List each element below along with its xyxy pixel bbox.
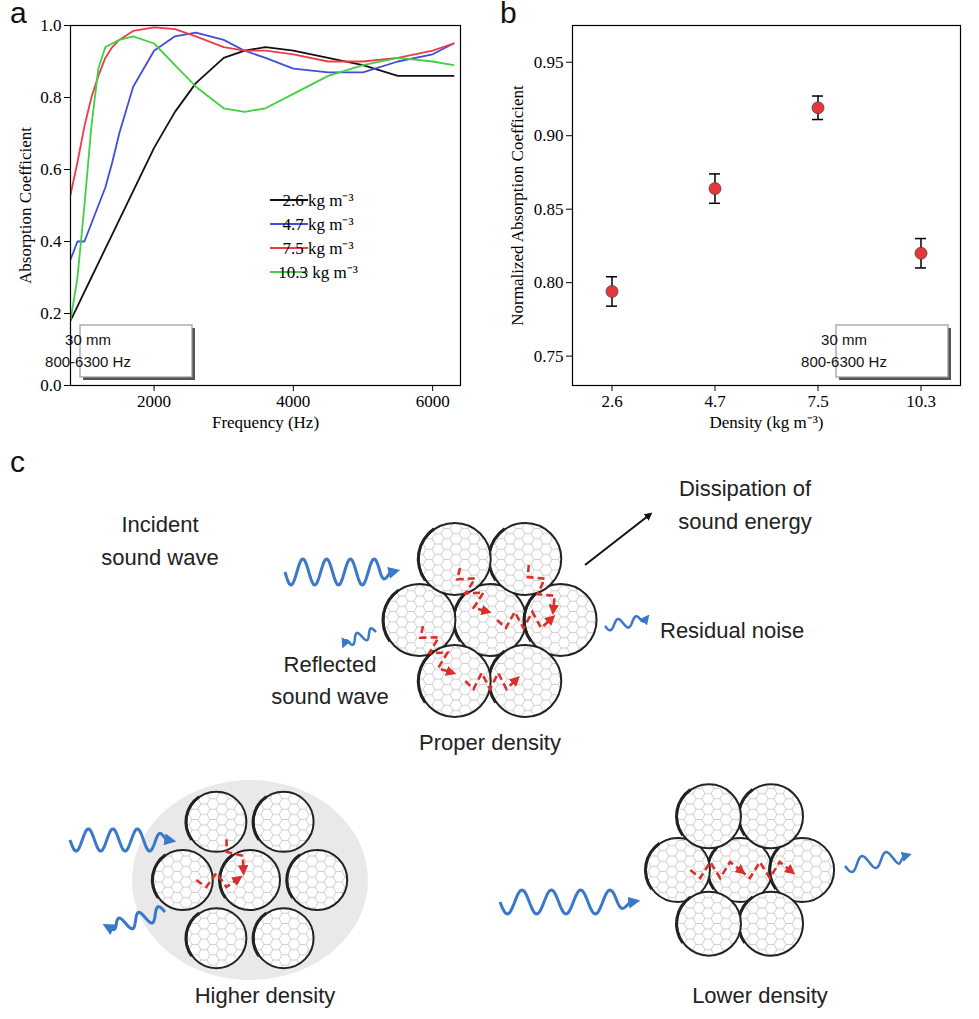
svg-text:Dissipation of: Dissipation of — [679, 476, 812, 501]
svg-text:sound wave: sound wave — [101, 545, 218, 570]
svg-text:0.75: 0.75 — [534, 347, 564, 366]
svg-text:Density (kg m⁻³): Density (kg m⁻³) — [709, 413, 823, 432]
svg-text:0.2: 0.2 — [40, 304, 61, 323]
svg-text:0.90: 0.90 — [534, 126, 564, 145]
svg-text:800-6300 Hz: 800-6300 Hz — [801, 353, 887, 370]
svg-text:30 mm: 30 mm — [821, 331, 867, 348]
svg-text:2.6: 2.6 — [601, 392, 622, 411]
svg-text:0.95: 0.95 — [534, 53, 564, 72]
svg-text:Higher density: Higher density — [195, 983, 336, 1008]
svg-text:10.3: 10.3 — [906, 392, 936, 411]
svg-text:Frequency (Hz): Frequency (Hz) — [212, 413, 319, 432]
svg-text:Normalized Absorption Coeffici: Normalized Absorption Coefficient — [508, 85, 527, 326]
svg-text:30 mm: 30 mm — [65, 331, 111, 348]
svg-text:2000: 2000 — [137, 392, 171, 411]
svg-text:sound wave: sound wave — [271, 684, 388, 709]
svg-text:Proper density: Proper density — [419, 730, 561, 755]
svg-text:4.7: 4.7 — [704, 392, 726, 411]
svg-text:6000: 6000 — [416, 392, 450, 411]
svg-text:1.0: 1.0 — [40, 16, 61, 35]
svg-text:0.0: 0.0 — [40, 376, 61, 395]
svg-text:800-6300 Hz: 800-6300 Hz — [45, 353, 131, 370]
svg-text:0.6: 0.6 — [40, 160, 61, 179]
svg-text:c: c — [10, 445, 25, 478]
svg-text:2.6 kg m⁻³: 2.6 kg m⁻³ — [282, 191, 353, 210]
svg-text:4.7 kg m⁻³: 4.7 kg m⁻³ — [282, 215, 353, 234]
svg-text:10.3 kg m⁻³: 10.3 kg m⁻³ — [278, 263, 358, 282]
svg-text:0.85: 0.85 — [534, 200, 564, 219]
svg-text:sound energy: sound energy — [678, 509, 811, 534]
svg-text:0.4: 0.4 — [40, 232, 62, 251]
svg-text:7.5 kg m⁻³: 7.5 kg m⁻³ — [282, 239, 353, 258]
svg-text:0.80: 0.80 — [534, 273, 564, 292]
svg-text:7.5: 7.5 — [807, 392, 828, 411]
svg-text:4000: 4000 — [276, 392, 310, 411]
svg-text:0.8: 0.8 — [40, 88, 61, 107]
svg-text:Absorption Coefficient: Absorption Coefficient — [16, 127, 35, 284]
svg-text:Residual noise: Residual noise — [660, 618, 804, 643]
svg-text:Lower density: Lower density — [692, 983, 828, 1008]
svg-text:Reflected: Reflected — [284, 652, 377, 677]
svg-text:Incident: Incident — [121, 512, 198, 537]
